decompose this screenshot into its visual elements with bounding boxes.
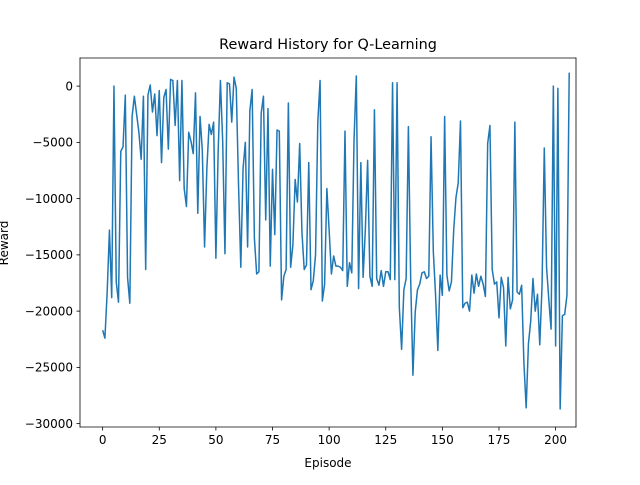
x-tick-label: 150 — [431, 433, 454, 447]
x-tick-label: 50 — [208, 433, 223, 447]
x-axis-label: Episode — [304, 456, 351, 470]
x-tick-label: 75 — [265, 433, 280, 447]
x-axis: 0 25 50 75 100 125 150 175 200 — [99, 427, 567, 447]
y-tick-label: −20000 — [25, 304, 73, 318]
y-tick-label: −10000 — [25, 192, 73, 206]
x-tick-label: 125 — [374, 433, 397, 447]
y-tick-label: −30000 — [25, 417, 73, 431]
y-tick-label: −5000 — [32, 136, 73, 150]
x-tick-label: 0 — [99, 433, 107, 447]
chart-title: Reward History for Q-Learning — [219, 37, 437, 53]
x-tick-label: 100 — [318, 433, 341, 447]
plot-area — [79, 57, 577, 428]
y-axis-label: Reward — [0, 221, 11, 266]
y-tick-label: −25000 — [25, 361, 73, 375]
x-tick-label: 25 — [152, 433, 167, 447]
series-line-0 — [101, 72, 570, 410]
y-tick-label: −15000 — [25, 248, 73, 262]
y-tick-label: 0 — [65, 79, 73, 93]
y-axis: 0 −5000 −10000 −15000 −20000 −25000 −30000 — [25, 79, 80, 431]
x-tick-label: 200 — [544, 433, 567, 447]
x-tick-label: 175 — [488, 433, 511, 447]
